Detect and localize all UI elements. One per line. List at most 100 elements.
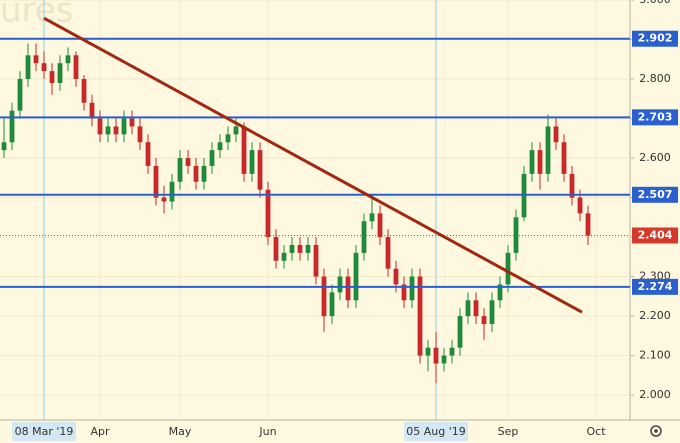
- candle-body: [97, 118, 103, 135]
- candle-body: [465, 300, 471, 317]
- candle-body: [161, 197, 167, 202]
- y-tick-label: 2.000: [639, 388, 671, 401]
- candle-body: [537, 150, 543, 174]
- y-tick-label: 2.200: [639, 309, 671, 322]
- candle-body: [73, 55, 79, 80]
- candle-body: [577, 197, 583, 214]
- candle-body: [153, 165, 159, 198]
- candle-body: [393, 268, 399, 285]
- watermark: ures: [0, 0, 73, 31]
- candle-body: [57, 63, 63, 83]
- candle-body: [33, 55, 39, 64]
- candle-body: [321, 276, 327, 317]
- candle-body: [49, 71, 55, 83]
- candle-body: [81, 79, 87, 103]
- candle-body: [209, 150, 215, 166]
- candle-body: [425, 347, 431, 356]
- candle-body: [369, 213, 375, 222]
- y-tick-label: 3.000: [639, 0, 671, 6]
- level-label: 2.902: [638, 32, 673, 45]
- settings-ring[interactable]: [650, 425, 662, 437]
- candle-body: [241, 126, 247, 174]
- candle-body: [409, 276, 415, 301]
- x-tick-label: 05 Aug '19: [406, 425, 466, 438]
- level-label-box: [632, 30, 678, 47]
- candle-body: [281, 252, 287, 261]
- candle-body: [169, 181, 175, 202]
- candle-body: [529, 150, 535, 174]
- x-tick-highlight: [404, 422, 468, 441]
- candle-body: [113, 126, 119, 135]
- level-label: 2.507: [638, 188, 673, 201]
- candle-body: [289, 244, 295, 253]
- candle-body: [105, 126, 111, 135]
- candle-body: [185, 158, 191, 166]
- x-tick-highlight: [12, 422, 76, 441]
- candle-body: [457, 316, 463, 348]
- candle-body: [505, 252, 511, 285]
- candle-body: [1, 142, 7, 151]
- candle-body: [585, 213, 591, 236]
- candle-body: [313, 244, 319, 277]
- candle-body: [233, 126, 239, 135]
- candle-body: [273, 237, 279, 261]
- candle-body: [177, 158, 183, 182]
- level-label: 2.274: [638, 280, 673, 293]
- candle-body: [345, 276, 351, 301]
- candle-body: [121, 118, 127, 135]
- candle-body: [353, 252, 359, 301]
- candle-body: [569, 173, 575, 198]
- candle-body: [249, 150, 255, 174]
- candle-body: [329, 292, 335, 317]
- candle-body: [337, 276, 343, 293]
- x-tick-label: Jun: [258, 425, 276, 438]
- x-tick-label: 08 Mar '19: [15, 425, 74, 438]
- settings-hub[interactable]: [654, 429, 658, 433]
- x-tick-label: Sep: [498, 425, 519, 438]
- candle-body: [89, 102, 95, 119]
- candle-body: [137, 126, 143, 143]
- candle-body: [417, 276, 423, 356]
- candle-body: [473, 300, 479, 317]
- level-label: 2.703: [638, 110, 673, 123]
- candle-body: [201, 165, 207, 182]
- candle-body: [361, 221, 367, 253]
- candle-body: [553, 126, 559, 143]
- last-price-box: [632, 227, 678, 244]
- candle-body: [297, 244, 303, 253]
- candle-body: [17, 79, 23, 111]
- x-tick-label: Apr: [90, 425, 110, 438]
- candle-body: [561, 142, 567, 174]
- candle-body: [217, 142, 223, 151]
- candle-body: [265, 189, 271, 238]
- candle-body: [193, 165, 199, 182]
- candle-body: [257, 150, 263, 190]
- candle-body: [385, 237, 391, 269]
- x-tick-label: May: [169, 425, 192, 438]
- candle-body: [377, 213, 383, 238]
- candle-body: [65, 55, 71, 64]
- candle-body: [9, 110, 15, 143]
- candle-body: [433, 347, 439, 364]
- candle-body: [489, 300, 495, 324]
- level-label-box: [632, 186, 678, 203]
- candle-body: [401, 284, 407, 301]
- candle-body: [305, 244, 311, 253]
- last-price-label: 2.404: [638, 228, 673, 241]
- x-tick-label: Oct: [586, 425, 606, 438]
- candle-body: [145, 142, 151, 166]
- candle-body: [41, 63, 47, 72]
- candle-body: [441, 355, 447, 364]
- candle-body: [129, 118, 135, 127]
- y-tick-label: 2.800: [639, 72, 671, 85]
- candle-body: [25, 55, 31, 80]
- trend-line: [43, 16, 583, 314]
- settings-icon[interactable]: [650, 425, 662, 437]
- level-label-box: [632, 109, 678, 126]
- candle-body: [225, 134, 231, 143]
- candle-body: [449, 347, 455, 356]
- candle-body: [545, 126, 551, 174]
